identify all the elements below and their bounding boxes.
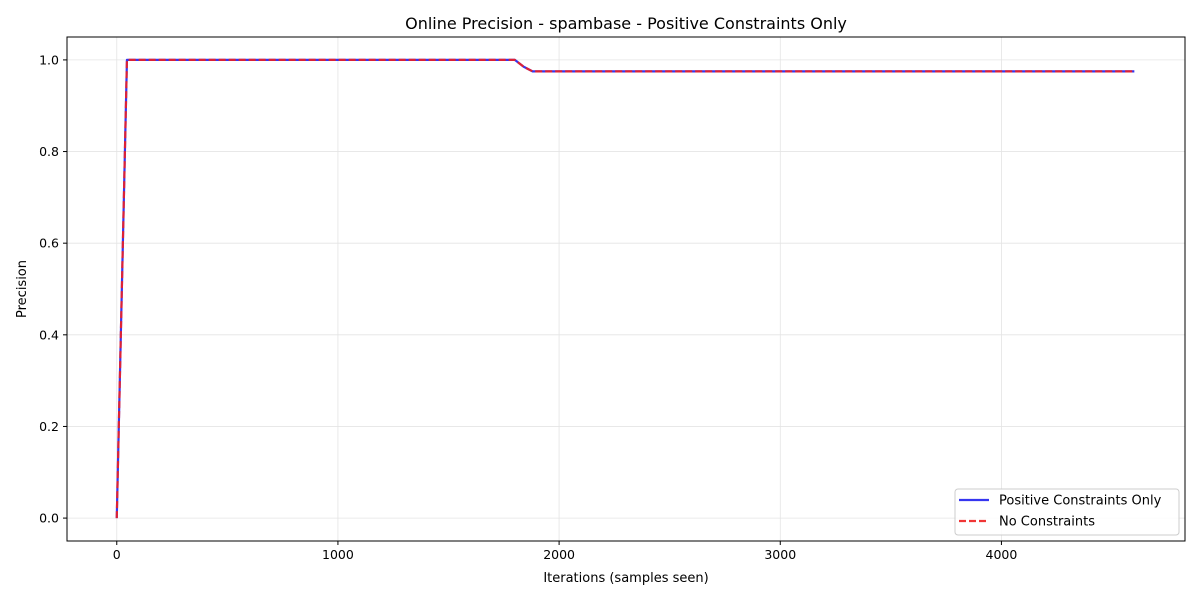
x-tick-label: 0 [113,547,121,562]
y-tick-label: 0.2 [39,419,59,434]
x-tick-label: 1000 [322,547,354,562]
y-tick-label: 0.6 [39,236,59,251]
plot-area [115,58,1135,519]
y-tick-label: 1.0 [39,52,59,67]
legend-label: Positive Constraints Only [999,494,1162,509]
x-tick-label: 3000 [764,547,796,562]
axes-frame [66,36,1186,542]
series-line-2 [115,58,1135,519]
legend-box [954,488,1180,536]
x-axis: 0 1000 2000 3000 4000 [113,541,1018,562]
x-tick-label: 2000 [543,547,575,562]
grid [67,37,1185,541]
y-tick-label: 0.0 [39,511,59,526]
y-tick-label: 0.4 [39,327,59,342]
y-axis: 0.0 0.2 0.4 0.6 0.8 1.0 [39,52,67,526]
legend-label: No Constraints [999,515,1095,530]
x-axis-label: Iterations (samples seen) [543,571,708,586]
legend: Positive Constraints Only No Constraints [954,488,1180,536]
y-tick-label: 0.8 [39,144,59,159]
x-tick-label: 4000 [986,547,1018,562]
chart-title: Online Precision - spambase - Positive C… [405,14,847,33]
y-axis-label: Precision [15,260,30,318]
